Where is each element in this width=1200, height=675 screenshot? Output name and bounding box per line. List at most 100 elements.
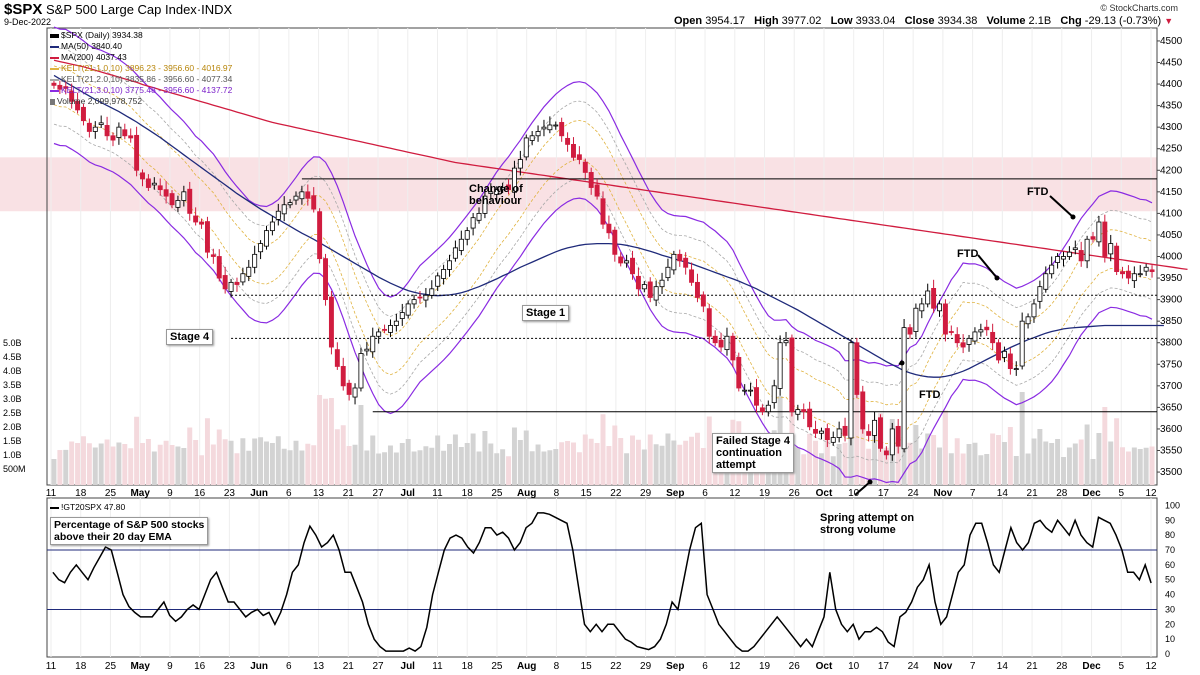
lower-panel-frame — [46, 497, 1158, 658]
symbol: $SPX — [4, 1, 43, 18]
candle-body — [163, 189, 169, 197]
legend-ma50: MA(50) 3840.40 — [50, 41, 122, 51]
volume-bar — [1084, 424, 1090, 485]
x-tick-label-lower: 7 — [970, 661, 976, 672]
candle-body — [199, 221, 205, 225]
x-tick-label-lower: 15 — [581, 661, 593, 672]
volume-bar — [305, 443, 311, 485]
volume-bar — [931, 435, 937, 485]
candle-body — [996, 342, 1002, 361]
x-tick-label: Dec — [1082, 488, 1101, 499]
candle-body — [358, 353, 364, 389]
x-tick-label-lower: 6 — [286, 661, 292, 672]
kelt3-swatch — [50, 89, 59, 92]
candle-body — [1143, 266, 1149, 272]
volume-bar — [689, 436, 695, 485]
volume-bar — [594, 443, 600, 485]
gt20spx-line — [52, 512, 1152, 652]
candle-body — [594, 184, 600, 197]
x-tick-label: 19 — [759, 488, 771, 499]
candle-body — [948, 331, 954, 333]
x-tick-label-lower: 16 — [194, 661, 206, 672]
x-tick-label-lower: 26 — [789, 661, 801, 672]
x-tick-label: May — [130, 488, 150, 499]
volume-bar — [801, 454, 807, 485]
x-tick-label-lower: 12 — [1145, 661, 1157, 672]
volume-bar — [606, 446, 612, 485]
candle-body — [193, 215, 199, 223]
candle-body — [1078, 250, 1084, 262]
low-value: 3933.04 — [855, 15, 896, 27]
change-of-behaviour-label: Change of behaviour — [469, 183, 523, 207]
x-tick-label: 11 — [46, 488, 57, 499]
volume-bar — [352, 444, 358, 485]
candle-body — [145, 178, 151, 188]
candle-body — [134, 134, 140, 171]
candle-body — [571, 144, 576, 158]
price-tick-label: 4350 — [1160, 101, 1183, 112]
candle-body — [1131, 273, 1137, 282]
x-tick-label: 16 — [194, 488, 206, 499]
volume-bar — [600, 414, 606, 485]
x-tick-label-lower: 25 — [105, 661, 117, 672]
volume-bar — [541, 451, 547, 485]
candle-body — [181, 191, 187, 201]
candle-body — [624, 260, 630, 264]
volume-bar — [972, 442, 978, 485]
candle-body — [635, 275, 641, 290]
x-tick-label: 23 — [224, 488, 236, 499]
legend-lower: !GT20SPX 47.80 — [50, 502, 125, 512]
candle-body — [1096, 221, 1102, 243]
candle-body — [204, 221, 210, 253]
candle-body — [801, 409, 807, 413]
candle-body — [488, 191, 494, 194]
volume-bar — [612, 425, 618, 485]
candle-body — [110, 135, 116, 141]
volume-bar — [1108, 441, 1114, 485]
candle-body — [1055, 256, 1061, 263]
volume-bar — [464, 443, 470, 485]
x-tick-label-lower: 27 — [372, 661, 384, 672]
arrow-head — [899, 360, 905, 366]
candle-body — [1007, 353, 1013, 369]
price-tick-label: 3500 — [1160, 467, 1183, 478]
open-value: 3954.17 — [705, 15, 745, 27]
keltner-upper-band — [53, 65, 1153, 406]
candle-body — [529, 135, 535, 141]
high-label: High — [754, 15, 779, 27]
price-tick-label: 3700 — [1160, 381, 1183, 392]
volume-bar — [836, 444, 842, 485]
volume-bar — [1019, 392, 1025, 485]
volume-bar — [435, 435, 441, 485]
candle-body — [854, 342, 860, 395]
candle-body — [305, 191, 311, 199]
candle-body — [630, 257, 635, 275]
volume-bar — [1143, 447, 1149, 485]
candle-body — [789, 337, 795, 413]
candle-body — [470, 217, 476, 229]
candle-body — [889, 428, 895, 456]
ftd-label-1: FTD — [957, 248, 979, 260]
volume-bar — [234, 453, 240, 485]
volume-bar — [1066, 447, 1072, 485]
candle-body — [665, 266, 671, 279]
volume-bar — [511, 427, 517, 485]
candle-body — [576, 154, 582, 160]
volume-bar — [635, 439, 641, 485]
lower-swatch — [50, 506, 59, 509]
chg-value: -29.13 (-0.73%) — [1084, 15, 1162, 27]
lower-tick-label: 70 — [1165, 545, 1175, 555]
high-value: 3977.02 — [781, 15, 822, 27]
volume-bar — [1114, 418, 1120, 485]
candle-body — [175, 200, 181, 208]
volume-bar — [996, 435, 1002, 485]
x-tick-label: 9 — [167, 488, 173, 499]
volume-bar — [334, 429, 340, 485]
candle-body — [848, 342, 854, 439]
volume-bar — [647, 434, 653, 485]
candle-body — [506, 184, 512, 191]
volume-bar — [618, 438, 624, 485]
volume-bar — [1007, 427, 1013, 485]
volume-bar — [659, 445, 665, 485]
volume-bar — [293, 440, 299, 485]
